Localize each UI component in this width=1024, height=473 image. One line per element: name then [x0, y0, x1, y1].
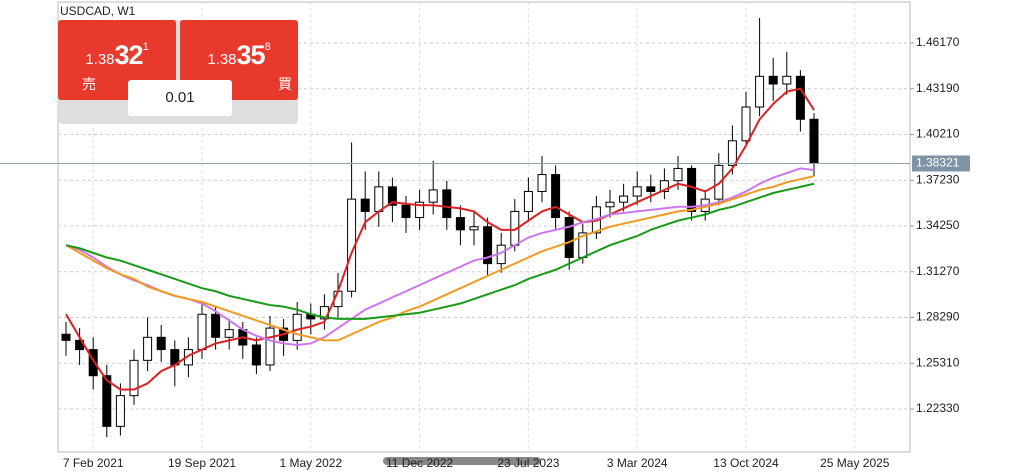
moving-average-line	[65, 87, 815, 391]
buy-label: 買	[278, 76, 292, 92]
candle-body	[469, 226, 479, 231]
y-tick-label: 1.43190	[916, 81, 960, 95]
sell-price-head: 1.38	[85, 51, 115, 68]
candle-body	[605, 201, 615, 208]
sell-label: 売	[82, 76, 96, 92]
x-tick-label: 7 Feb 2021	[63, 456, 124, 470]
candle-body	[292, 313, 302, 341]
current-price-label: 1.38321	[916, 156, 960, 170]
volume-input[interactable]: 0.01	[128, 80, 232, 116]
current-price-tag	[912, 155, 970, 172]
trade-panel: 1.38321 売 1.38358 買 0.01	[58, 20, 298, 124]
y-tick-label: 1.34250	[916, 218, 960, 232]
candle-body	[455, 217, 465, 231]
candle-body	[714, 164, 724, 200]
buy-button[interactable]: 1.38358 買	[180, 20, 298, 100]
candle-body	[741, 106, 751, 142]
y-tick-label: 1.46170	[916, 35, 960, 49]
buy-price-head: 1.38	[207, 51, 237, 68]
y-tick-label: 1.40210	[916, 127, 960, 141]
candle-body	[809, 118, 819, 164]
candle-body	[768, 75, 778, 85]
candle-body	[415, 201, 425, 219]
x-tick-label: 25 May 2025	[820, 456, 890, 470]
candle-body	[401, 204, 411, 219]
candle-body	[387, 186, 397, 206]
y-tick-label: 1.28290	[916, 310, 960, 324]
y-tick-label: 1.22330	[916, 401, 960, 415]
moving-average-line	[65, 182, 815, 320]
buy-price-big: 35	[236, 40, 266, 70]
candle-body	[523, 190, 533, 212]
plot-frame	[57, 1, 911, 453]
candle-body	[374, 186, 384, 212]
y-tick-label: 1.37230	[916, 172, 960, 186]
candle-body	[659, 180, 669, 192]
x-tick-label: 23 Jul 2023	[497, 456, 559, 470]
candle-body	[197, 313, 207, 351]
x-tick-label: 19 Sep 2021	[168, 456, 236, 470]
candle-body	[755, 75, 765, 108]
candle-body	[564, 217, 574, 258]
candle-body	[442, 189, 452, 219]
candle-body	[782, 75, 792, 85]
candle-body	[428, 189, 438, 203]
sell-button[interactable]: 1.38321 売	[58, 20, 176, 100]
sell-price-sup: 1	[142, 41, 149, 53]
candle-body	[224, 329, 234, 338]
candle-body	[143, 336, 153, 361]
candle-body	[551, 174, 561, 219]
y-tick-label: 1.25310	[916, 355, 960, 369]
moving-average-line	[65, 167, 815, 346]
candle-body	[727, 140, 737, 166]
x-tick-label: 13 Oct 2024	[713, 456, 779, 470]
candle-body	[115, 395, 125, 427]
candle-body	[88, 349, 98, 377]
moving-average-line	[65, 175, 815, 342]
candle-body	[251, 344, 261, 366]
candle-body	[795, 75, 805, 120]
x-tick-label: 3 Mar 2024	[607, 456, 668, 470]
candle-body	[265, 327, 275, 366]
candle-body	[632, 186, 642, 197]
sell-price-big: 32	[114, 40, 144, 70]
candle-body	[156, 336, 166, 351]
candle-body	[129, 359, 139, 397]
candle-body	[360, 198, 370, 212]
y-tick-label: 1.31270	[916, 264, 960, 278]
candle-body	[483, 226, 493, 265]
candle-body	[687, 167, 697, 212]
scrollbar[interactable]	[383, 457, 541, 465]
buy-price-sup: 8	[264, 41, 271, 53]
candle-body	[646, 186, 656, 192]
candle-body	[61, 333, 71, 341]
x-tick-label: 1 May 2022	[279, 456, 342, 470]
x-tick-label: 11 Dec 2022	[386, 456, 453, 470]
candle-body	[102, 375, 112, 427]
candle-body	[673, 167, 683, 182]
candle-body	[619, 195, 629, 203]
candle-body	[211, 313, 221, 338]
candle-body	[537, 174, 547, 192]
chart-title: USDCAD, W1	[60, 4, 136, 18]
